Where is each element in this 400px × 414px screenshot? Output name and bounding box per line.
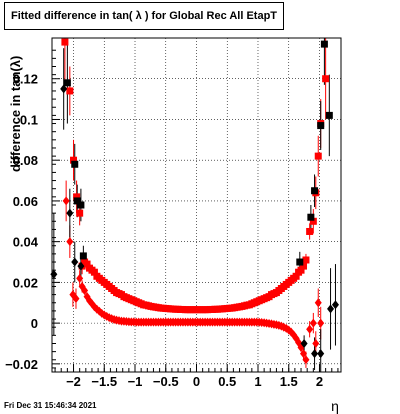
data-point-square — [299, 262, 307, 270]
data-point-diamond — [50, 269, 58, 279]
data-point-diamond — [72, 294, 80, 304]
data-point-diamond — [62, 196, 70, 206]
data-point-diamond — [66, 208, 74, 218]
y-tick-label: 0.08 — [13, 153, 38, 168]
data-point-diamond — [66, 237, 74, 247]
data-point-diamond — [306, 324, 314, 334]
y-axis-ticks: −0.02 0 0.02 0.04 0.06 0.08 0.1 0.12 — [5, 49, 60, 372]
x-tick-label: 2 — [316, 374, 323, 389]
data-point-square — [73, 193, 81, 201]
chart-title: Fitted difference in tan( λ ) for Global… — [4, 2, 284, 30]
data-point-diamond — [81, 286, 89, 296]
y-tick-label: 0.02 — [13, 275, 38, 290]
data-point-diamond — [327, 304, 335, 314]
data-point-diamond — [317, 318, 325, 328]
data-point-square — [79, 252, 87, 260]
data-point-diamond — [317, 349, 325, 359]
data-point-square — [61, 38, 69, 46]
data-point-square — [306, 227, 314, 235]
data-point-square — [325, 111, 333, 119]
data-point-square — [90, 268, 98, 276]
data-points — [50, 38, 339, 365]
x-tick-label: 1 — [254, 374, 261, 389]
data-point-square — [71, 160, 79, 168]
data-point-diamond — [314, 298, 322, 308]
y-tick-label: 0.12 — [13, 72, 38, 87]
data-point-square — [83, 260, 91, 268]
data-point-diamond — [311, 349, 319, 359]
data-point-square — [311, 187, 319, 195]
data-point-square — [292, 272, 300, 280]
data-point-square — [77, 201, 85, 209]
data-point-square — [309, 217, 317, 225]
y-tick-label: 0 — [31, 316, 38, 331]
data-point-square — [76, 209, 84, 217]
y-tick-label: −0.02 — [5, 357, 38, 372]
data-point-diamond — [76, 273, 84, 283]
x-tick-label: 1.5 — [280, 374, 298, 389]
x-tick-label: −1 — [128, 374, 143, 389]
data-point-diamond — [312, 338, 320, 348]
x-tick-label: −2 — [66, 374, 81, 389]
data-point-diamond — [331, 300, 339, 310]
data-point-diamond — [71, 257, 79, 267]
data-point-square — [320, 40, 328, 48]
x-tick-label: 0.5 — [218, 374, 236, 389]
data-point-square — [317, 122, 325, 130]
data-point-diamond — [60, 84, 68, 94]
data-point-square — [296, 258, 304, 266]
y-axis-label: difference in tan(λ) — [8, 56, 23, 172]
timestamp: Fri Dec 31 15:46:34 2021 — [4, 401, 97, 410]
data-point-square — [302, 256, 310, 264]
data-point-square — [314, 152, 322, 160]
x-axis-label: η — [331, 398, 339, 414]
data-point-square — [63, 79, 71, 87]
data-point-diamond — [302, 355, 310, 365]
y-tick-label: 0.04 — [13, 235, 39, 250]
data-point-diamond — [299, 349, 307, 359]
x-axis-ticks: −2 −1.5 −1 −0.5 0 0.5 1 1.5 2 — [54, 364, 339, 389]
data-point-square — [297, 266, 305, 274]
data-point-square — [322, 75, 330, 83]
data-point-square — [73, 197, 81, 205]
x-tick-label: −0.5 — [153, 374, 179, 389]
x-tick-label: 0 — [193, 374, 200, 389]
x-tick-label: −1.5 — [91, 374, 117, 389]
data-point-diamond — [300, 338, 308, 348]
data-point-diamond — [309, 318, 317, 328]
y-tick-label: 0.06 — [13, 194, 38, 209]
data-point-square — [70, 156, 78, 164]
data-point-square — [66, 87, 74, 95]
data-point-diamond — [77, 261, 85, 271]
y-tick-label: 0.1 — [20, 112, 38, 127]
data-point-square — [307, 213, 315, 221]
